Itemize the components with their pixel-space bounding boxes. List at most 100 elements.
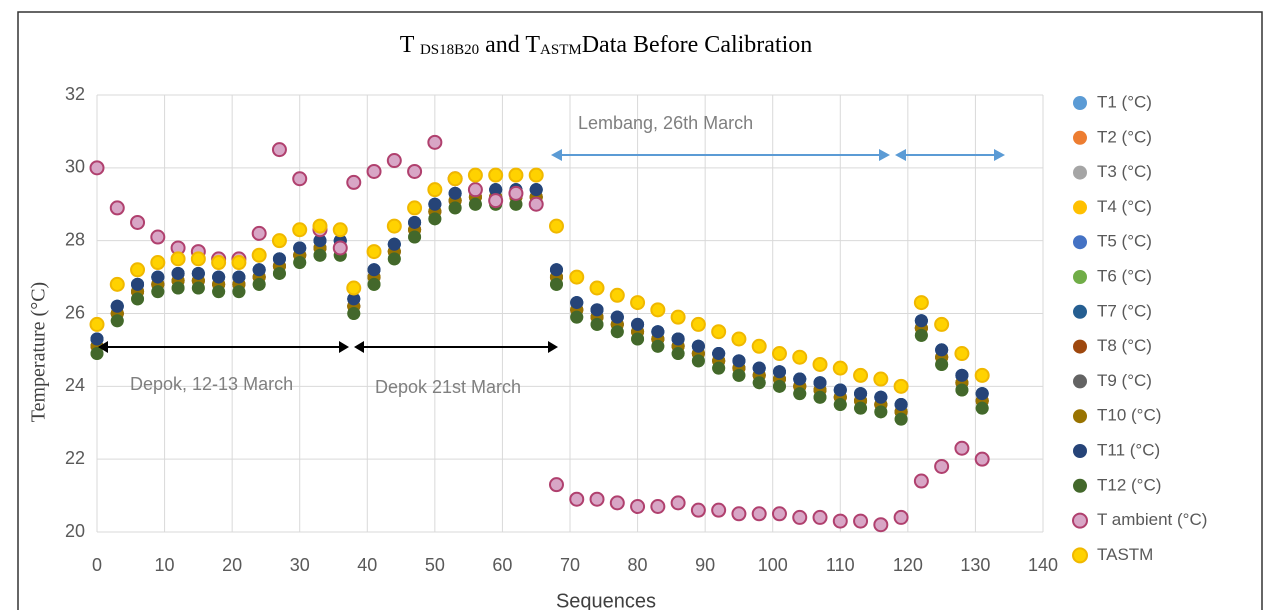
point — [893, 378, 909, 394]
legend-label: TASTM — [1097, 545, 1153, 564]
x-tick-label: 30 — [290, 555, 310, 575]
x-tick-label: 0 — [92, 555, 102, 575]
point — [191, 266, 205, 280]
point — [954, 346, 970, 362]
point — [975, 387, 989, 401]
point — [251, 225, 267, 241]
legend-label: T4 (°C) — [1097, 197, 1152, 216]
point — [732, 354, 746, 368]
point — [853, 513, 869, 529]
legend-marker — [1073, 130, 1087, 145]
legend-label: T3 (°C) — [1097, 162, 1152, 181]
point — [110, 314, 124, 328]
point — [975, 401, 989, 415]
point — [313, 234, 327, 248]
point — [935, 343, 949, 357]
point — [772, 379, 786, 393]
x-tick-label: 70 — [560, 555, 580, 575]
point — [630, 295, 646, 311]
point — [914, 328, 928, 342]
x-tick-label: 130 — [960, 555, 990, 575]
point — [292, 222, 308, 238]
point — [874, 390, 888, 404]
point — [489, 183, 503, 197]
legend-label: T7 (°C) — [1097, 301, 1152, 320]
legend-marker — [1072, 512, 1088, 529]
point — [508, 167, 524, 183]
point — [650, 302, 666, 318]
x-axis-label: Sequences — [556, 590, 656, 610]
title-part: and T — [485, 32, 540, 58]
legend-marker — [1072, 547, 1088, 564]
legend-marker — [1073, 96, 1087, 110]
point — [151, 270, 165, 284]
point — [935, 357, 949, 371]
y-tick-label: 24 — [65, 375, 85, 395]
point — [366, 163, 382, 179]
point — [171, 266, 185, 280]
x-tick-label: 40 — [357, 555, 377, 575]
y-tick-label: 30 — [65, 157, 85, 177]
point — [610, 325, 624, 339]
point — [792, 349, 808, 365]
point — [90, 347, 104, 361]
annotation: Depok, 12-13 March — [130, 374, 293, 394]
point — [914, 314, 928, 328]
point — [792, 509, 808, 525]
x-tick-label: 10 — [155, 555, 175, 575]
point — [428, 212, 442, 226]
point — [751, 338, 767, 354]
point — [874, 405, 888, 419]
point — [913, 295, 929, 311]
point — [609, 287, 625, 303]
legend-marker — [1073, 339, 1087, 354]
point — [346, 174, 362, 190]
point — [854, 387, 868, 401]
point — [873, 517, 889, 533]
legend-marker — [1073, 374, 1087, 389]
point — [873, 371, 889, 387]
point — [631, 317, 645, 331]
point — [812, 356, 828, 372]
point — [332, 240, 348, 256]
point — [90, 332, 104, 346]
point — [131, 292, 145, 306]
point — [549, 277, 563, 291]
legend-label: T1 (°C) — [1097, 92, 1152, 111]
point — [610, 310, 624, 324]
point — [813, 376, 827, 390]
point — [752, 361, 766, 375]
point — [570, 296, 584, 310]
legend-label: T11 (°C) — [1097, 440, 1160, 459]
legend-marker — [1073, 304, 1087, 319]
point — [386, 153, 402, 169]
point — [293, 241, 307, 255]
point — [832, 513, 848, 529]
point — [529, 183, 543, 197]
point — [711, 502, 727, 518]
legend-label: T12 (°C) — [1097, 475, 1161, 494]
legend-label: T6 (°C) — [1097, 266, 1152, 285]
point — [690, 502, 706, 518]
point — [690, 316, 706, 332]
point — [447, 171, 463, 187]
point — [854, 401, 868, 415]
point — [955, 368, 969, 382]
point — [793, 387, 807, 401]
point — [408, 215, 422, 229]
point — [590, 317, 604, 331]
point — [670, 309, 686, 325]
point — [251, 247, 267, 263]
point — [130, 214, 146, 230]
arrow-head — [895, 149, 1005, 161]
x-tick-label: 80 — [628, 555, 648, 575]
point — [974, 367, 990, 383]
point — [528, 196, 544, 212]
point — [386, 218, 402, 234]
x-tick-label: 50 — [425, 555, 445, 575]
point — [130, 262, 146, 278]
legend-label: T2 (°C) — [1097, 127, 1152, 146]
point — [109, 200, 125, 216]
point — [671, 347, 685, 361]
